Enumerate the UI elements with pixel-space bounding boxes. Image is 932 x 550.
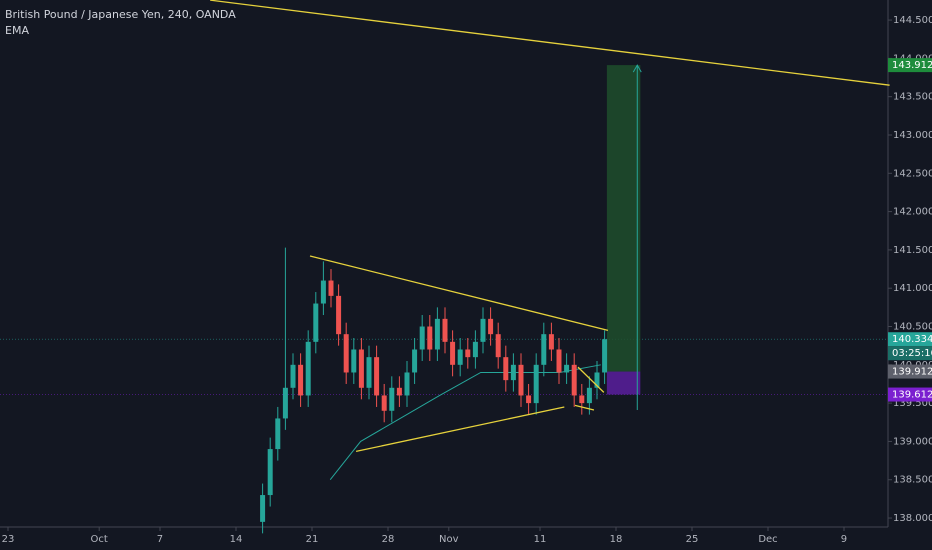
price-axis-bg xyxy=(888,0,932,550)
price-marker xyxy=(888,58,932,73)
price-marker-label: 140.334 xyxy=(892,334,932,345)
y-tick-label: 138.000 xyxy=(893,513,932,524)
candle-body xyxy=(442,318,448,342)
candle-body xyxy=(465,349,471,358)
trendline xyxy=(355,406,565,453)
candle-body xyxy=(434,318,440,350)
candle-body xyxy=(374,357,380,396)
candle-body xyxy=(343,334,349,373)
x-tick-label: 21 xyxy=(306,534,319,545)
candle-body xyxy=(305,341,311,396)
candle-body xyxy=(457,349,463,365)
candle-body xyxy=(267,449,273,496)
x-tick-label: 28 xyxy=(382,534,395,545)
price-marker-label: 139.912 xyxy=(892,367,932,378)
candle-body xyxy=(336,295,342,335)
candle-body xyxy=(518,364,524,396)
trendline xyxy=(309,255,609,331)
candle-body xyxy=(313,303,319,342)
candle-body xyxy=(472,341,478,358)
candle-body xyxy=(556,349,562,373)
x-tick-label: 14 xyxy=(230,534,243,545)
y-tick-label: 143.000 xyxy=(893,130,932,141)
candle-body xyxy=(427,326,433,350)
y-tick-label: 139.500 xyxy=(893,398,932,409)
indicator-label: EMA xyxy=(5,24,29,37)
x-tick-label: 11 xyxy=(534,534,547,545)
candle-body xyxy=(495,334,501,358)
y-tick-label: 138.500 xyxy=(893,475,932,486)
candle-body xyxy=(381,395,387,411)
x-tick-label: 7 xyxy=(157,534,163,545)
candle-body xyxy=(480,318,486,342)
y-tick-label: 140.500 xyxy=(893,322,932,333)
candle-body xyxy=(260,495,266,522)
price-marker xyxy=(888,364,932,379)
x-tick-label: 25 xyxy=(686,534,699,545)
candle-body xyxy=(389,387,395,411)
candle-body xyxy=(548,334,554,350)
y-tick-label: 139.000 xyxy=(893,436,932,447)
x-tick-label: Oct xyxy=(91,534,108,545)
candle-body xyxy=(579,395,585,404)
candle-body xyxy=(351,349,357,373)
price-marker xyxy=(888,332,932,347)
x-tick-label: 23 xyxy=(2,534,15,545)
candle-body xyxy=(419,326,425,350)
y-tick-label: 141.500 xyxy=(893,245,932,256)
arrow-head xyxy=(632,64,642,73)
candle-body xyxy=(396,387,402,396)
x-tick-label: Nov xyxy=(439,534,459,545)
candle-body xyxy=(488,318,494,335)
candle-body xyxy=(450,341,456,365)
y-tick-label: 144.500 xyxy=(893,15,932,26)
price-marker-label: 143.912 xyxy=(892,60,932,71)
candle-body xyxy=(602,339,608,373)
candle-body xyxy=(412,349,418,373)
trendline xyxy=(577,366,605,393)
candle-body xyxy=(541,334,547,365)
y-tick-label: 142.000 xyxy=(893,207,932,218)
countdown-bg xyxy=(888,346,932,361)
candle-body xyxy=(526,395,532,404)
trendline xyxy=(210,0,890,86)
candle-body xyxy=(510,364,516,381)
candle-body xyxy=(328,280,334,296)
y-tick-label: 142.500 xyxy=(893,168,932,179)
y-tick-label: 143.500 xyxy=(893,92,932,103)
price-marker xyxy=(888,387,932,402)
price-marker-label: 139.612 xyxy=(892,390,932,401)
candle-body xyxy=(404,372,410,396)
candle-body xyxy=(533,364,539,404)
candle-body xyxy=(571,364,577,396)
x-tick-label: 18 xyxy=(610,534,623,545)
profit-zone xyxy=(606,65,641,372)
candle-body xyxy=(586,387,592,404)
candle-body xyxy=(290,364,296,388)
candle-body xyxy=(366,357,372,388)
x-tick-label: 9 xyxy=(841,534,847,545)
ema-line xyxy=(329,364,601,481)
candle-body xyxy=(564,364,570,373)
trendline xyxy=(574,404,595,411)
candle-body xyxy=(298,364,304,396)
loss-zone xyxy=(606,371,641,395)
y-tick-label: 141.000 xyxy=(893,283,932,294)
countdown-label: 03:25:16 xyxy=(892,348,932,359)
x-tick-label: Dec xyxy=(758,534,777,545)
candle-body xyxy=(282,387,288,419)
candle-body xyxy=(594,372,600,388)
candle-body xyxy=(358,349,364,388)
candle-body xyxy=(275,418,281,450)
chart-title: British Pound / Japanese Yen, 240, OANDA xyxy=(5,8,236,21)
candle-body xyxy=(503,357,509,381)
candle-body xyxy=(320,280,326,304)
